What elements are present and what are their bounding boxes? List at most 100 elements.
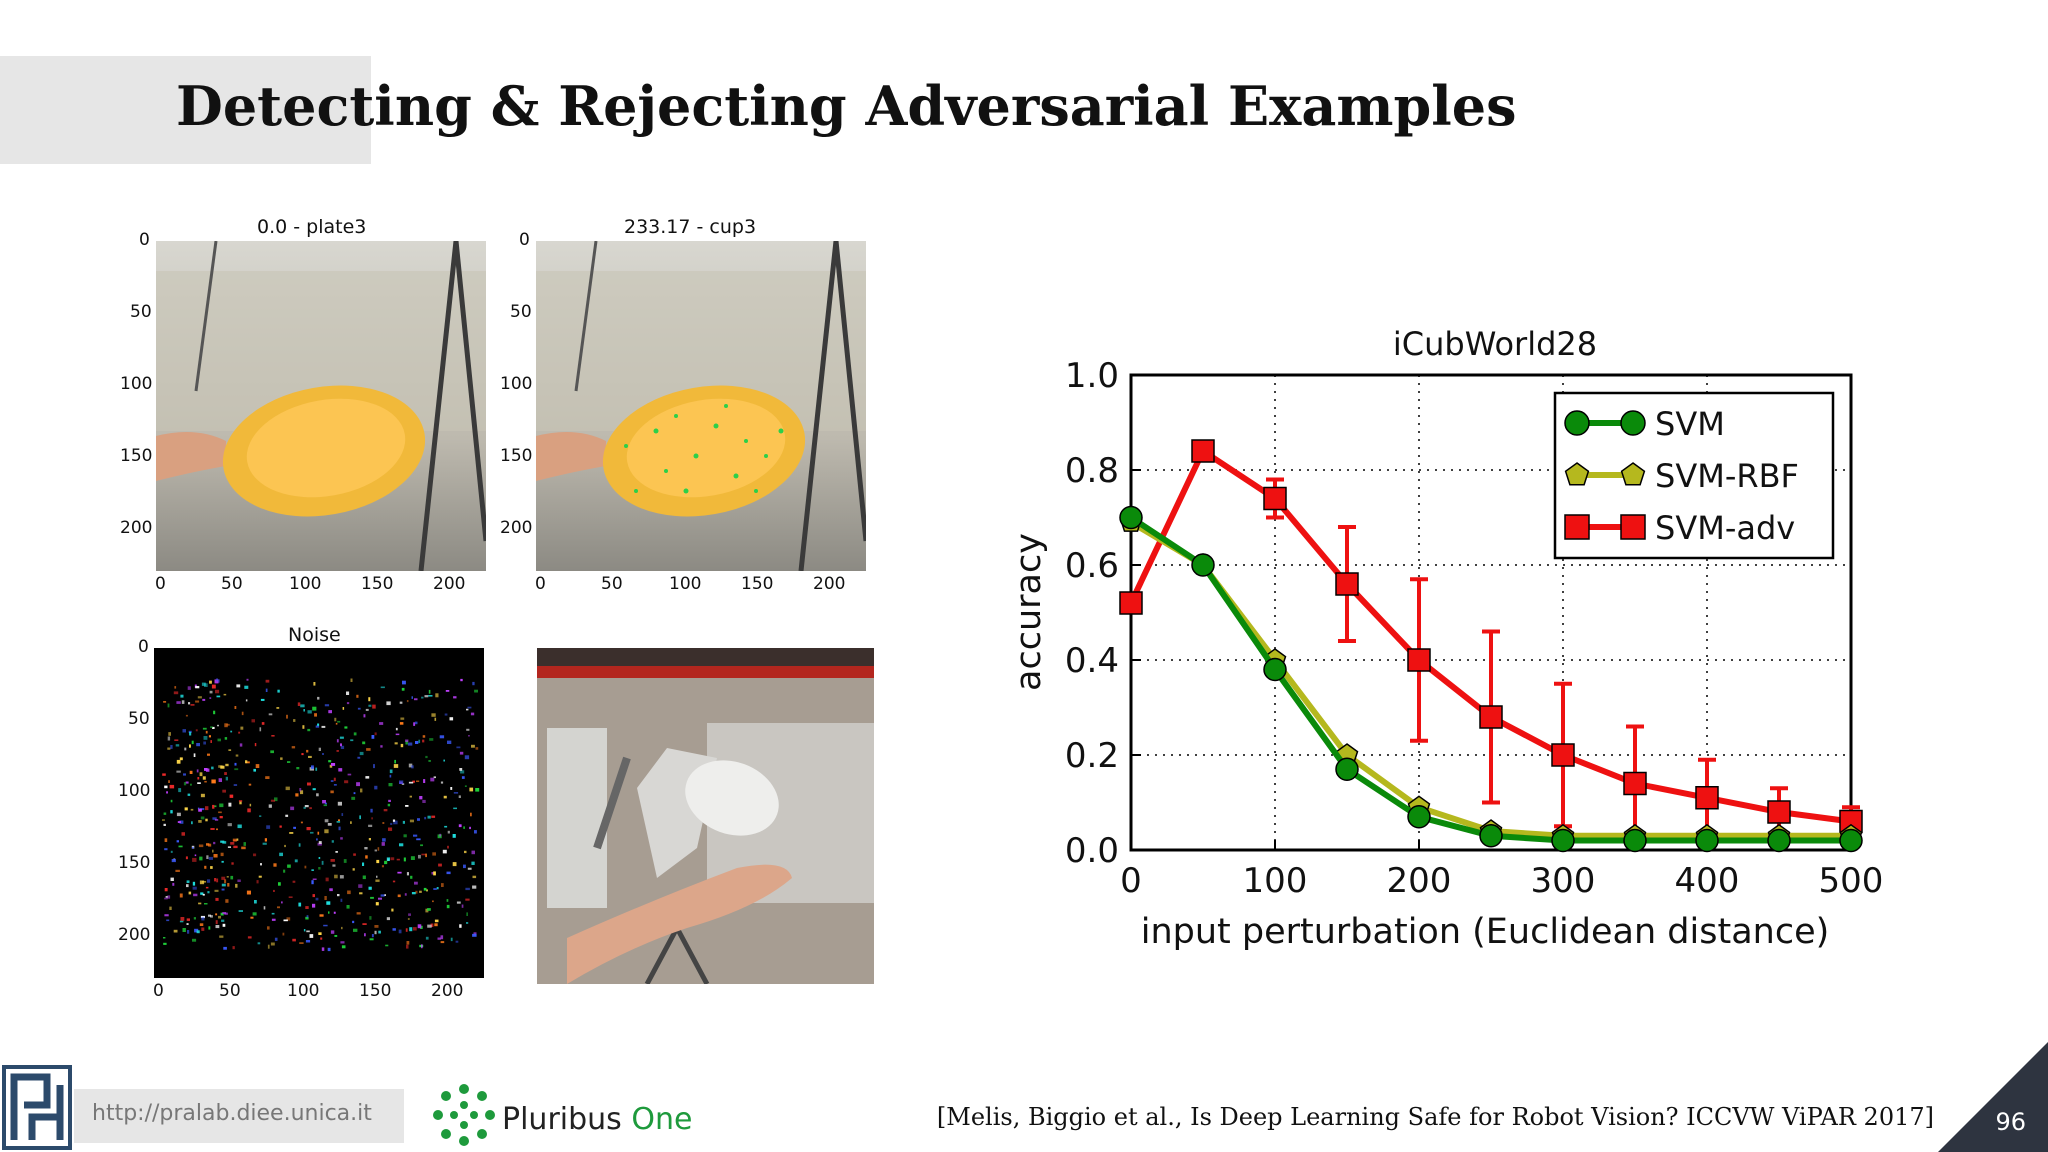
noise-speck [199, 856, 203, 861]
noise-speck [227, 823, 232, 827]
noise-speck [167, 895, 171, 899]
noise-speck [236, 684, 241, 688]
noise-speck [204, 903, 208, 905]
noise-speck [208, 843, 212, 847]
noise-speck [165, 896, 168, 898]
noise-speck [297, 702, 301, 706]
noise-speck [426, 889, 428, 892]
original-image [156, 241, 486, 571]
noise-speck [221, 876, 226, 880]
noise-speck [305, 916, 309, 920]
noise-speck [416, 838, 421, 841]
noise-speck [461, 776, 465, 779]
noise-speck [164, 897, 168, 900]
noise-speck [173, 691, 179, 695]
noise-speck [322, 753, 324, 755]
noise-speck [303, 806, 306, 809]
noise-speck [268, 804, 272, 808]
noise-speck [225, 763, 229, 767]
noise-speck [419, 796, 423, 800]
noise-speck [414, 721, 418, 725]
noise-speck [399, 780, 404, 784]
noise-speck [214, 889, 219, 892]
noise-speck [238, 910, 243, 912]
noise-speck [186, 884, 189, 888]
noise-speck [334, 717, 337, 722]
noise-speck [455, 940, 459, 943]
noise-speck [179, 893, 183, 898]
noise-speck [402, 680, 406, 685]
noise-speck [403, 857, 406, 862]
noise-speck [283, 919, 288, 922]
noise-speck [427, 908, 431, 911]
noise-speck [176, 812, 181, 817]
noise-speck [190, 808, 194, 811]
noise-speck [417, 818, 420, 821]
noise-speck [218, 915, 221, 919]
noise-speck [175, 869, 180, 872]
noise-speck [215, 925, 220, 929]
y-tick-label: 0.2 [1065, 736, 1119, 776]
noise-speck [215, 689, 220, 694]
noise-speck [259, 815, 262, 817]
noise-speck [472, 933, 477, 937]
noise-speck [162, 773, 166, 776]
noise-speck [291, 746, 296, 749]
noise-speck [171, 859, 176, 863]
noise-speck [317, 831, 320, 835]
noise-speck [343, 859, 347, 863]
noise-speck [312, 878, 317, 880]
noise-speck [335, 722, 338, 725]
x-tick: 200 [433, 574, 466, 594]
noise-speck [195, 729, 198, 732]
x-tick: 100 [669, 574, 702, 594]
noise-speck [405, 928, 408, 932]
noise-speck [376, 859, 380, 864]
noise-speck [200, 892, 204, 895]
noise-speck [304, 865, 307, 869]
noise-speck [401, 687, 405, 691]
noise-speck [365, 776, 370, 779]
footer-url[interactable]: http://pralab.diee.unica.it [92, 1101, 372, 1126]
noise-speck [359, 815, 361, 820]
noise-speck [315, 767, 318, 771]
noise-speck [294, 859, 298, 863]
noise-speck [230, 730, 233, 733]
data-point [1479, 705, 1503, 729]
noise-speck [401, 783, 405, 785]
noise-speck [373, 764, 375, 769]
noise-speck [363, 714, 366, 718]
noise-speck [433, 776, 436, 779]
noise-speck [232, 946, 235, 950]
noise-speck [243, 842, 246, 846]
noise-speck [318, 867, 321, 870]
noise-speck [179, 920, 184, 923]
noise-speck [353, 928, 358, 932]
y-tick: 50 [510, 302, 532, 322]
data-point [1623, 771, 1647, 796]
noise-speck [388, 783, 393, 787]
noise-speck [199, 772, 203, 777]
noise-image [154, 648, 484, 978]
pralab-logo [2, 1065, 72, 1150]
noise-speck [368, 824, 373, 827]
noise-speck [356, 782, 360, 787]
noise-speck [173, 929, 178, 933]
noise-speck [192, 886, 197, 890]
data-point [1407, 648, 1431, 672]
noise-speck [300, 790, 304, 795]
noise-speck [306, 749, 309, 753]
noise-speck [195, 686, 200, 689]
noise-speck [410, 875, 413, 879]
y-tick: 100 [120, 374, 153, 394]
noise-speck [214, 805, 217, 808]
noise-speck [368, 886, 372, 890]
noise-speck [413, 927, 417, 931]
slide-title: Detecting & Rejecting Adversarial Exampl… [176, 74, 1517, 138]
noise-speck [352, 920, 355, 924]
noise-speck [230, 842, 235, 845]
pluribus-one-logo-icon [433, 1084, 495, 1146]
noise-speck [406, 872, 409, 876]
noise-speck [164, 785, 168, 789]
noise-speck [208, 735, 211, 738]
